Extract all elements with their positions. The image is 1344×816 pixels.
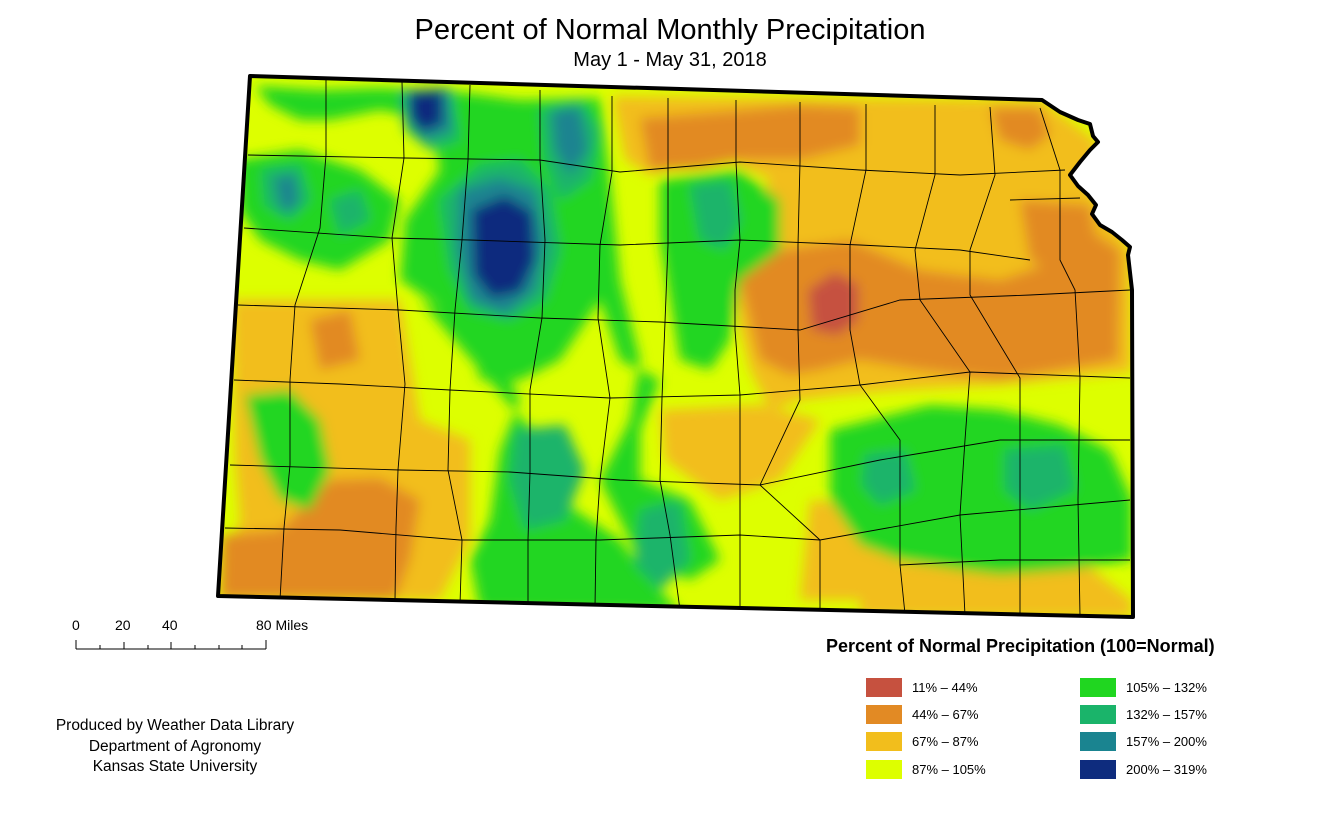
legend-item: 132% – 157% — [1080, 705, 1250, 725]
legend-swatch — [1080, 732, 1116, 751]
legend-label: 87% – 105% — [912, 762, 986, 777]
legend-swatch — [1080, 678, 1116, 697]
scale-tick-label: 0 — [72, 617, 80, 633]
credit-line: Produced by Weather Data Library — [55, 717, 295, 734]
precipitation-surface — [218, 76, 1133, 617]
legend-item: 67% – 87% — [866, 732, 1036, 752]
legend-swatch — [866, 732, 902, 751]
scale-tick-label: 40 — [162, 617, 178, 633]
legend-title: Percent of Normal Precipitation (100=Nor… — [826, 636, 1215, 656]
legend-label: 67% – 87% — [912, 734, 979, 749]
credit-line: Kansas State University — [92, 758, 258, 775]
map-title: Percent of Normal Monthly Precipitation — [414, 14, 926, 46]
legend-label: 11% – 44% — [912, 680, 978, 695]
legend-swatch — [1080, 760, 1116, 779]
scale-tick-label: 20 — [115, 617, 131, 633]
legend-item: 105% – 132% — [1080, 678, 1250, 698]
scale-tick-label: 80 Miles — [256, 617, 309, 633]
legend-swatch — [1080, 705, 1116, 724]
legend-swatch — [866, 705, 902, 724]
legend-swatch — [866, 760, 902, 779]
legend-item: 87% – 105% — [866, 760, 1036, 780]
map-subtitle: May 1 - May 31, 2018 — [573, 49, 767, 71]
kansas-state-outline — [216, 74, 1135, 619]
legend-item: 11% – 44% — [866, 678, 1036, 698]
scale-bar-graphic — [75, 640, 267, 650]
scale-bar: 0 20 40 80 Miles — [70, 616, 340, 656]
legend-item: 157% – 200% — [1080, 732, 1250, 752]
legend-label: 200% – 319% — [1126, 762, 1207, 777]
legend-label: 132% – 157% — [1126, 707, 1207, 722]
legend-item: 200% – 319% — [1080, 760, 1250, 780]
credit-line: Department of Agronomy — [88, 737, 262, 755]
credit-text: Produced by Weather Data Library Departm… — [30, 716, 320, 778]
legend-label: 44% – 67% — [912, 707, 979, 722]
legend-label: 105% – 132% — [1126, 680, 1207, 695]
legend-item: 44% – 67% — [866, 705, 1036, 725]
county-boundaries — [224, 80, 1131, 617]
legend-swatch — [866, 678, 902, 697]
legend-label: 157% – 200% — [1126, 734, 1207, 749]
